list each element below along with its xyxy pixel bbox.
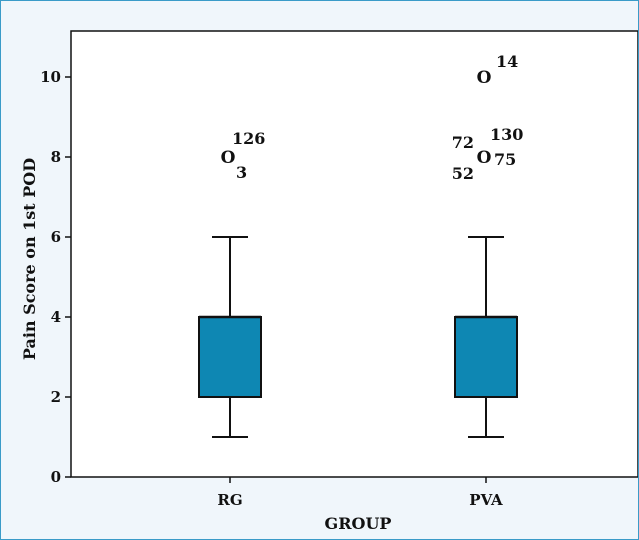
y-tick-label: 4 [51,308,61,326]
outlier-case-label: 126 [232,129,265,148]
iqr-box [454,316,518,398]
plot-area [70,30,638,478]
x-axis-title: GROUP [325,514,392,533]
y-tick-label: 0 [51,468,61,486]
y-tick-label: 10 [40,68,61,86]
y-tick-label: 6 [51,228,61,246]
outlier-case-label: 72 [452,133,474,152]
outlier-marker: O [477,68,492,88]
x-tick-label: PVA [469,491,503,509]
y-axis-title: Pain Score on 1st POD [20,158,39,360]
outlier-marker: O [221,148,236,168]
outlier-case-label: 14 [496,52,518,71]
outlier-case-label: 52 [452,164,474,183]
iqr-box [198,316,262,398]
outlier-marker: O [477,148,492,168]
outlier-case-label: 3 [236,163,247,182]
y-tick-label: 8 [51,148,61,166]
outlier-case-label: 75 [494,150,516,169]
x-axis: RG PVA [217,477,503,509]
x-tick-label: RG [217,491,242,509]
box-group-rg: O3 126 [198,129,265,438]
y-axis: 0 2 4 6 8 10 [40,68,71,486]
y-tick-label: 2 [51,388,61,406]
outlier-case-label: 130 [490,125,523,144]
